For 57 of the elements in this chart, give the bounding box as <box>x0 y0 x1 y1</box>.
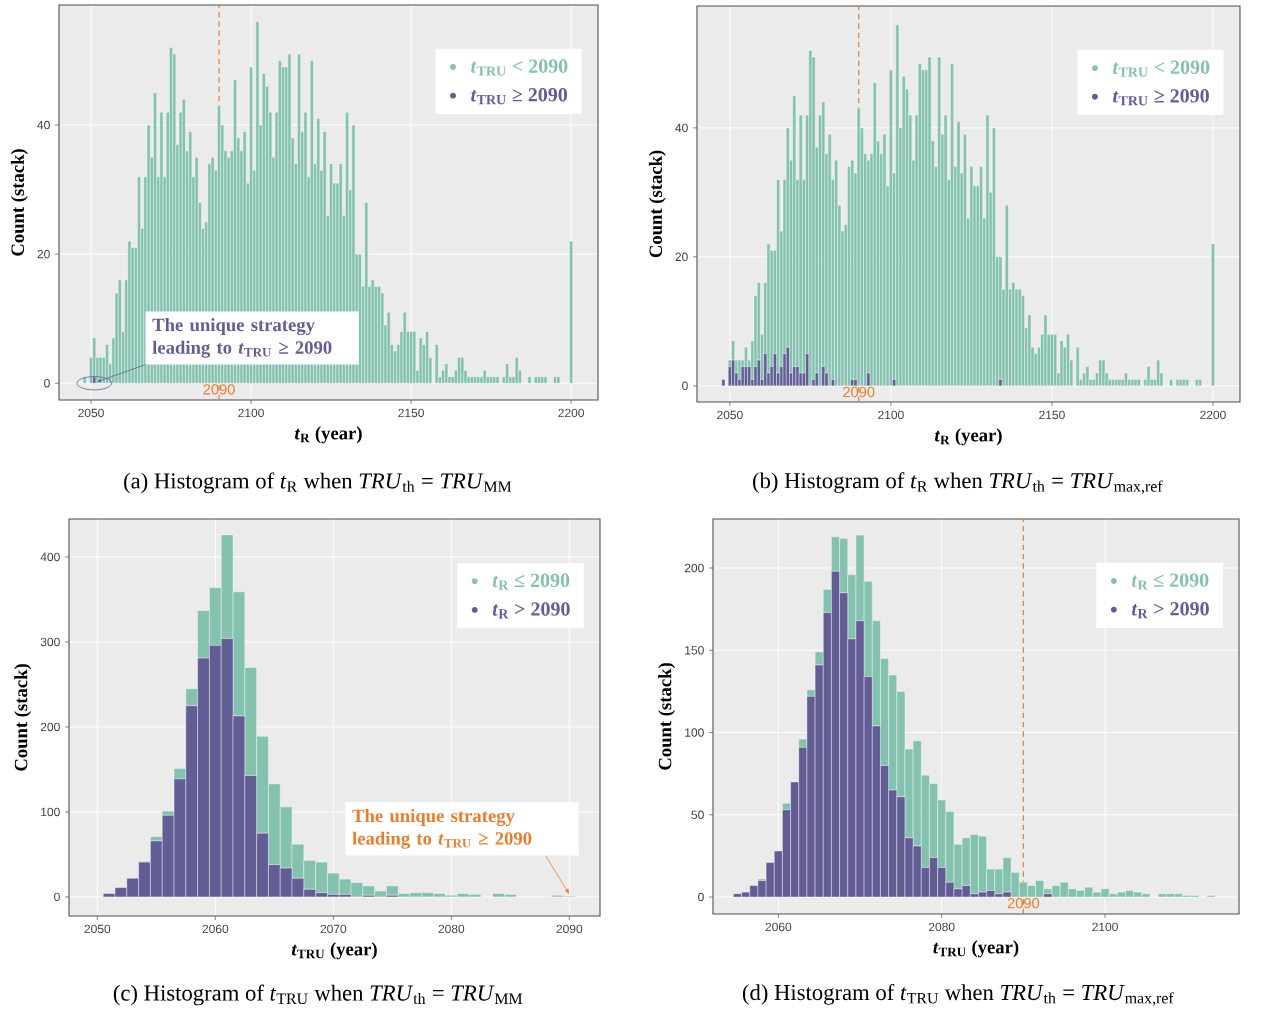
y-tick-label: 100 <box>685 728 704 737</box>
y-tick-label: 20 <box>675 252 688 262</box>
legend-label: t$_{R}$ > 2090 <box>1132 602 1209 619</box>
x-axis-title: t$_{R}$ (year) <box>295 426 362 444</box>
legend-label: t$_{TRU}$ < 2090 <box>1113 60 1210 77</box>
y-tick-label: 0 <box>698 892 704 902</box>
y-axis-title: Count (stack) <box>648 150 666 258</box>
y-tick-label: 150 <box>685 646 704 655</box>
x-axis-title: t$_{TRU}$ (year) <box>291 942 377 960</box>
x-axis-title: t$_{TRU}$ (year) <box>933 940 1019 958</box>
x-tick-label: 2200 <box>558 408 584 418</box>
x-tick-label: 2080 <box>438 924 465 934</box>
y-axis-title: Count (stack) <box>10 149 28 256</box>
legend-label: t$_{R}$ ≤ 2090 <box>492 573 570 590</box>
x-tick-label: 2070 <box>320 924 347 934</box>
x-tick-label: 2080 <box>928 922 955 932</box>
y-tick-label: 50 <box>691 810 704 820</box>
x-tick-label: 2060 <box>765 922 792 932</box>
legend-label: t$_{TRU}$ < 2090 <box>471 59 568 76</box>
y-tick-label: 40 <box>37 120 50 130</box>
x-tick-label: 2200 <box>1200 410 1226 420</box>
y-tick-label: 40 <box>675 123 688 133</box>
chart-title: (d) Histogram of t$_{TRU}$ when TRU$_{th}$ = TRU$_{max,ref}$ <box>742 983 1174 1006</box>
x-tick-label: 2050 <box>84 924 111 934</box>
x-tick-label: 2100 <box>878 410 904 420</box>
y-tick-label: 0 <box>682 381 688 391</box>
chart-title: (a) Histogram of t$_{R}$ when TRU$_{th}$ = TRU$_{MM}$ <box>124 472 512 494</box>
y-tick-label: 100 <box>41 807 60 817</box>
legend-label: t$_{R}$ > 2090 <box>492 602 570 619</box>
chart-title: (c) Histogram of t$_{TRU}$ when TRU$_{th}$ = TRU$_{MM}$ <box>113 984 523 1006</box>
chart-title: (b) Histogram of t$_{R}$ when TRU$_{th}$ = TRU$_{max,ref}$ <box>753 472 1163 495</box>
y-axis-title: Count (stack) <box>14 664 32 771</box>
ref-line-label: 2090 <box>1007 897 1040 909</box>
y-tick-label: 0 <box>44 378 50 388</box>
legend-label: t$_{TRU}$ ≥ 2090 <box>471 88 568 105</box>
x-tick-label: 2060 <box>202 924 229 934</box>
annotation: The unique strategy leading to t$_{TRU}$ ≥ 2090 <box>352 808 532 849</box>
y-tick-label: 20 <box>37 249 50 259</box>
x-tick-label: 2150 <box>1039 410 1065 420</box>
y-axis-title: Count (stack) <box>658 663 676 770</box>
x-tick-label: 2050 <box>78 408 104 418</box>
x-tick-label: 2150 <box>398 408 424 418</box>
x-tick-label: 2090 <box>556 924 583 934</box>
x-tick-label: 2100 <box>238 408 264 418</box>
y-tick-label: 0 <box>54 892 60 902</box>
ref-line-label: 2090 <box>843 386 875 398</box>
x-tick-label: 2050 <box>717 410 743 420</box>
y-tick-label: 200 <box>684 563 704 573</box>
ref-line-label: 2090 <box>203 384 235 395</box>
y-tick-label: 300 <box>40 637 60 647</box>
x-tick-label: 2100 <box>1092 922 1118 932</box>
legend-label: t$_{TRU}$ ≥ 2090 <box>1113 89 1209 106</box>
y-tick-label: 200 <box>40 722 60 732</box>
legend-label: t$_{R}$ ≤ 2090 <box>1132 573 1209 590</box>
annotation: The unique strategy leading to t$_{TRU}$ ≥ 2090 <box>152 318 332 358</box>
x-axis-title: t$_{R}$ (year) <box>935 428 1002 446</box>
y-tick-label: 400 <box>40 552 60 562</box>
